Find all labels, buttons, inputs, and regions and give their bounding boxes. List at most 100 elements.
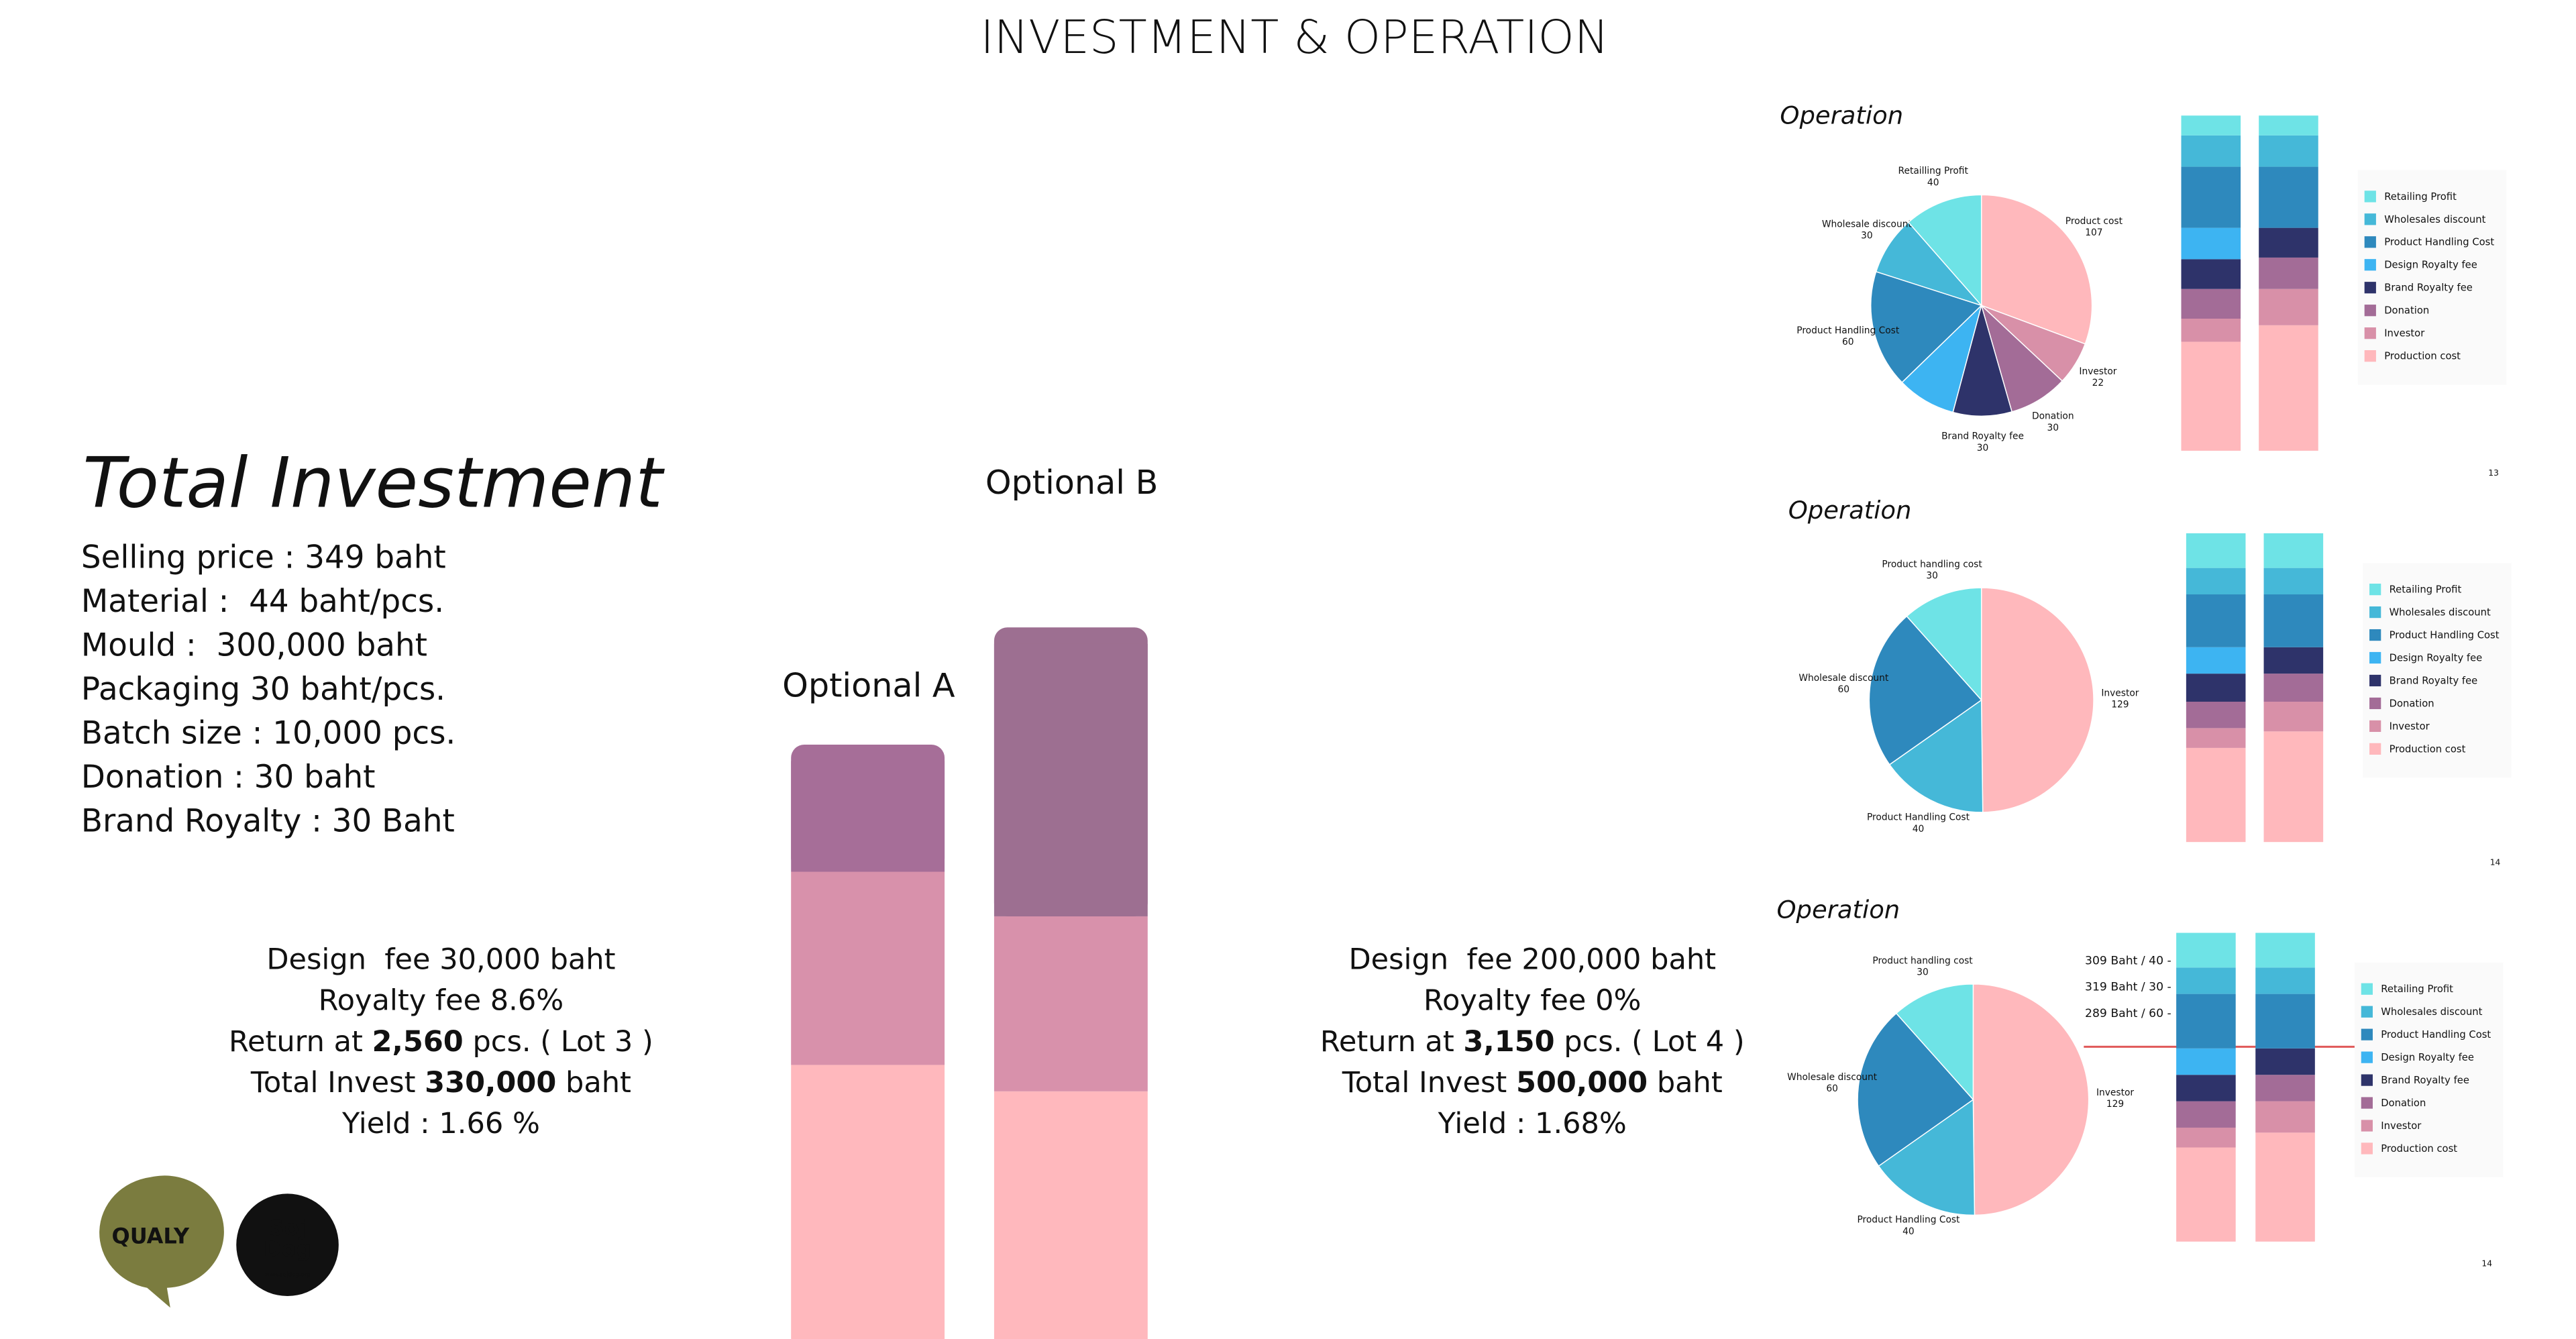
legend-swatch: [2369, 606, 2381, 619]
legend-swatch: [2364, 305, 2376, 317]
summary-heading: Total Investment: [83, 443, 665, 524]
legend-swatch: [2361, 1074, 2373, 1086]
sojdog-url: www.sojdog.org: [264, 1271, 310, 1278]
pie-label-name: Retailling Profit: [1898, 166, 1969, 176]
legend-label: Production cost: [2381, 1143, 2457, 1155]
pie-slice: [1870, 270, 1983, 384]
stack-segment: [2186, 647, 2246, 674]
summary-item: Mould : 300,000 baht: [81, 628, 427, 664]
detail-part: Design fee 30,000 baht: [266, 943, 615, 977]
pie-label: Retailling Profit 40: [1898, 166, 1969, 188]
legend-swatch: [2361, 1051, 2373, 1063]
detail-part: Royalty fee 0%: [1424, 984, 1641, 1018]
option-detail: Total Invest 330,000 baht: [250, 1066, 631, 1100]
legend-label: Product Handling Cost: [2390, 629, 2500, 641]
legend-swatch: [2364, 236, 2376, 248]
pie-slice: [1980, 587, 2094, 813]
page-number: 14: [2481, 1259, 2492, 1269]
option-detail: Yield : 1.66 %: [341, 1107, 540, 1140]
pie-label: Investor 22: [2079, 366, 2116, 388]
stack-segment: [2255, 932, 2315, 968]
legend-label: Wholesales discount: [2390, 607, 2491, 619]
option-detail: Return at 3,150 pcs. ( Lot 4 ): [1320, 1025, 1745, 1059]
legend-swatch: [2369, 584, 2381, 596]
stack-segment: [2263, 731, 2324, 843]
legend-label: Production cost: [2390, 743, 2466, 755]
detail-part: 500,000: [1516, 1066, 1648, 1100]
stack-segment: [2259, 115, 2318, 136]
stack-segment: [2176, 967, 2236, 994]
stack-segment: [2176, 1075, 2236, 1102]
annotation: 289 Baht / 60 -: [2085, 1007, 2171, 1020]
pie-label-value: 30: [1861, 231, 1873, 242]
legend-swatch: [2361, 1028, 2373, 1040]
legend-swatch: [2369, 697, 2381, 710]
legend-label: Product Handling Cost: [2384, 237, 2494, 248]
summary-item: Selling price : 349 baht: [81, 540, 446, 576]
stack-segment: [2181, 259, 2241, 289]
stack-segment: [2176, 1101, 2236, 1128]
legend-swatch: [2364, 191, 2376, 203]
legend-swatch: [2361, 983, 2373, 995]
option-detail: Design fee 30,000 baht: [266, 943, 615, 977]
detail-part: Total Invest: [250, 1066, 425, 1100]
legend-swatch: [2364, 350, 2376, 362]
qualy-text: QUALY: [112, 1223, 190, 1248]
detail-part: pcs. ( Lot 4 ): [1555, 1025, 1745, 1059]
page-number: 14: [2490, 858, 2501, 867]
detail-part: Return at: [1320, 1025, 1464, 1059]
legend-swatch: [2369, 674, 2381, 687]
stack-segment: [2176, 932, 2236, 968]
pie-slice: [1901, 303, 1983, 413]
legend-label: Design Royalty fee: [2381, 1052, 2474, 1063]
stack-segment: [2263, 594, 2324, 647]
pie-label-value: 30: [1977, 443, 1989, 453]
stack-segment: [2186, 568, 2246, 595]
stack-segment: [2263, 647, 2324, 674]
stack-segment: [2255, 1101, 2315, 1133]
option-detail: Yield : 1.68%: [1438, 1107, 1627, 1140]
legend-swatch: [2361, 1097, 2373, 1109]
legend-label: Design Royalty fee: [2390, 652, 2483, 663]
pie-label: Product handling cost 30: [1882, 559, 1982, 581]
pie-label-name: Investor: [2101, 688, 2139, 698]
stack-segment: [2176, 1048, 2236, 1075]
legend-label: Donation: [2381, 1097, 2426, 1109]
option-label: Optional A: [782, 666, 955, 705]
pie-slice: [1895, 983, 1974, 1102]
pie-slice: [1980, 303, 2063, 413]
pie-slice: [1888, 699, 1984, 813]
page-number: 13: [2488, 468, 2499, 478]
stack-segment: [2255, 994, 2315, 1049]
pie-slice: [1980, 194, 2093, 345]
stack-segment: [2186, 728, 2246, 748]
legend-swatch: [2361, 1142, 2373, 1155]
summary-item: Brand Royalty : 30 Baht: [81, 803, 455, 839]
stack-segment: [2259, 166, 2318, 228]
stack-segment: [994, 916, 1148, 1091]
stack-segment: [2255, 1048, 2315, 1075]
stack-segment: [2186, 747, 2246, 843]
pie-label-value: 60: [1826, 1083, 1838, 1094]
legend-swatch: [2369, 629, 2381, 641]
legend-label: Wholesales discount: [2381, 1006, 2482, 1018]
pie-label-name: Product Handling Cost: [1857, 1215, 1960, 1226]
detail-part: 2,560: [372, 1025, 464, 1059]
option-detail: Total Invest 500,000 baht: [1342, 1066, 1723, 1100]
legend-label: Retailing Profit: [2384, 191, 2457, 203]
pie-label-value: 30: [1917, 967, 1929, 978]
panel-heading: Operation: [1788, 496, 1912, 525]
stack-segment: [2259, 288, 2318, 325]
stack-segment-fill: [791, 761, 945, 872]
pie-label-name: Investor: [2096, 1087, 2134, 1098]
pie-slice: [1906, 587, 1982, 702]
pie-slice: [1875, 221, 1984, 307]
pie-label-value: 40: [1913, 824, 1925, 835]
stack-segment: [2255, 1075, 2315, 1102]
legend-label: Investor: [2381, 1120, 2422, 1132]
pie-slice: [1878, 1098, 1976, 1216]
stack-segment: [2263, 533, 2324, 568]
detail-part: pcs. ( Lot 3 ): [464, 1025, 653, 1059]
legend-box: [2363, 563, 2512, 778]
